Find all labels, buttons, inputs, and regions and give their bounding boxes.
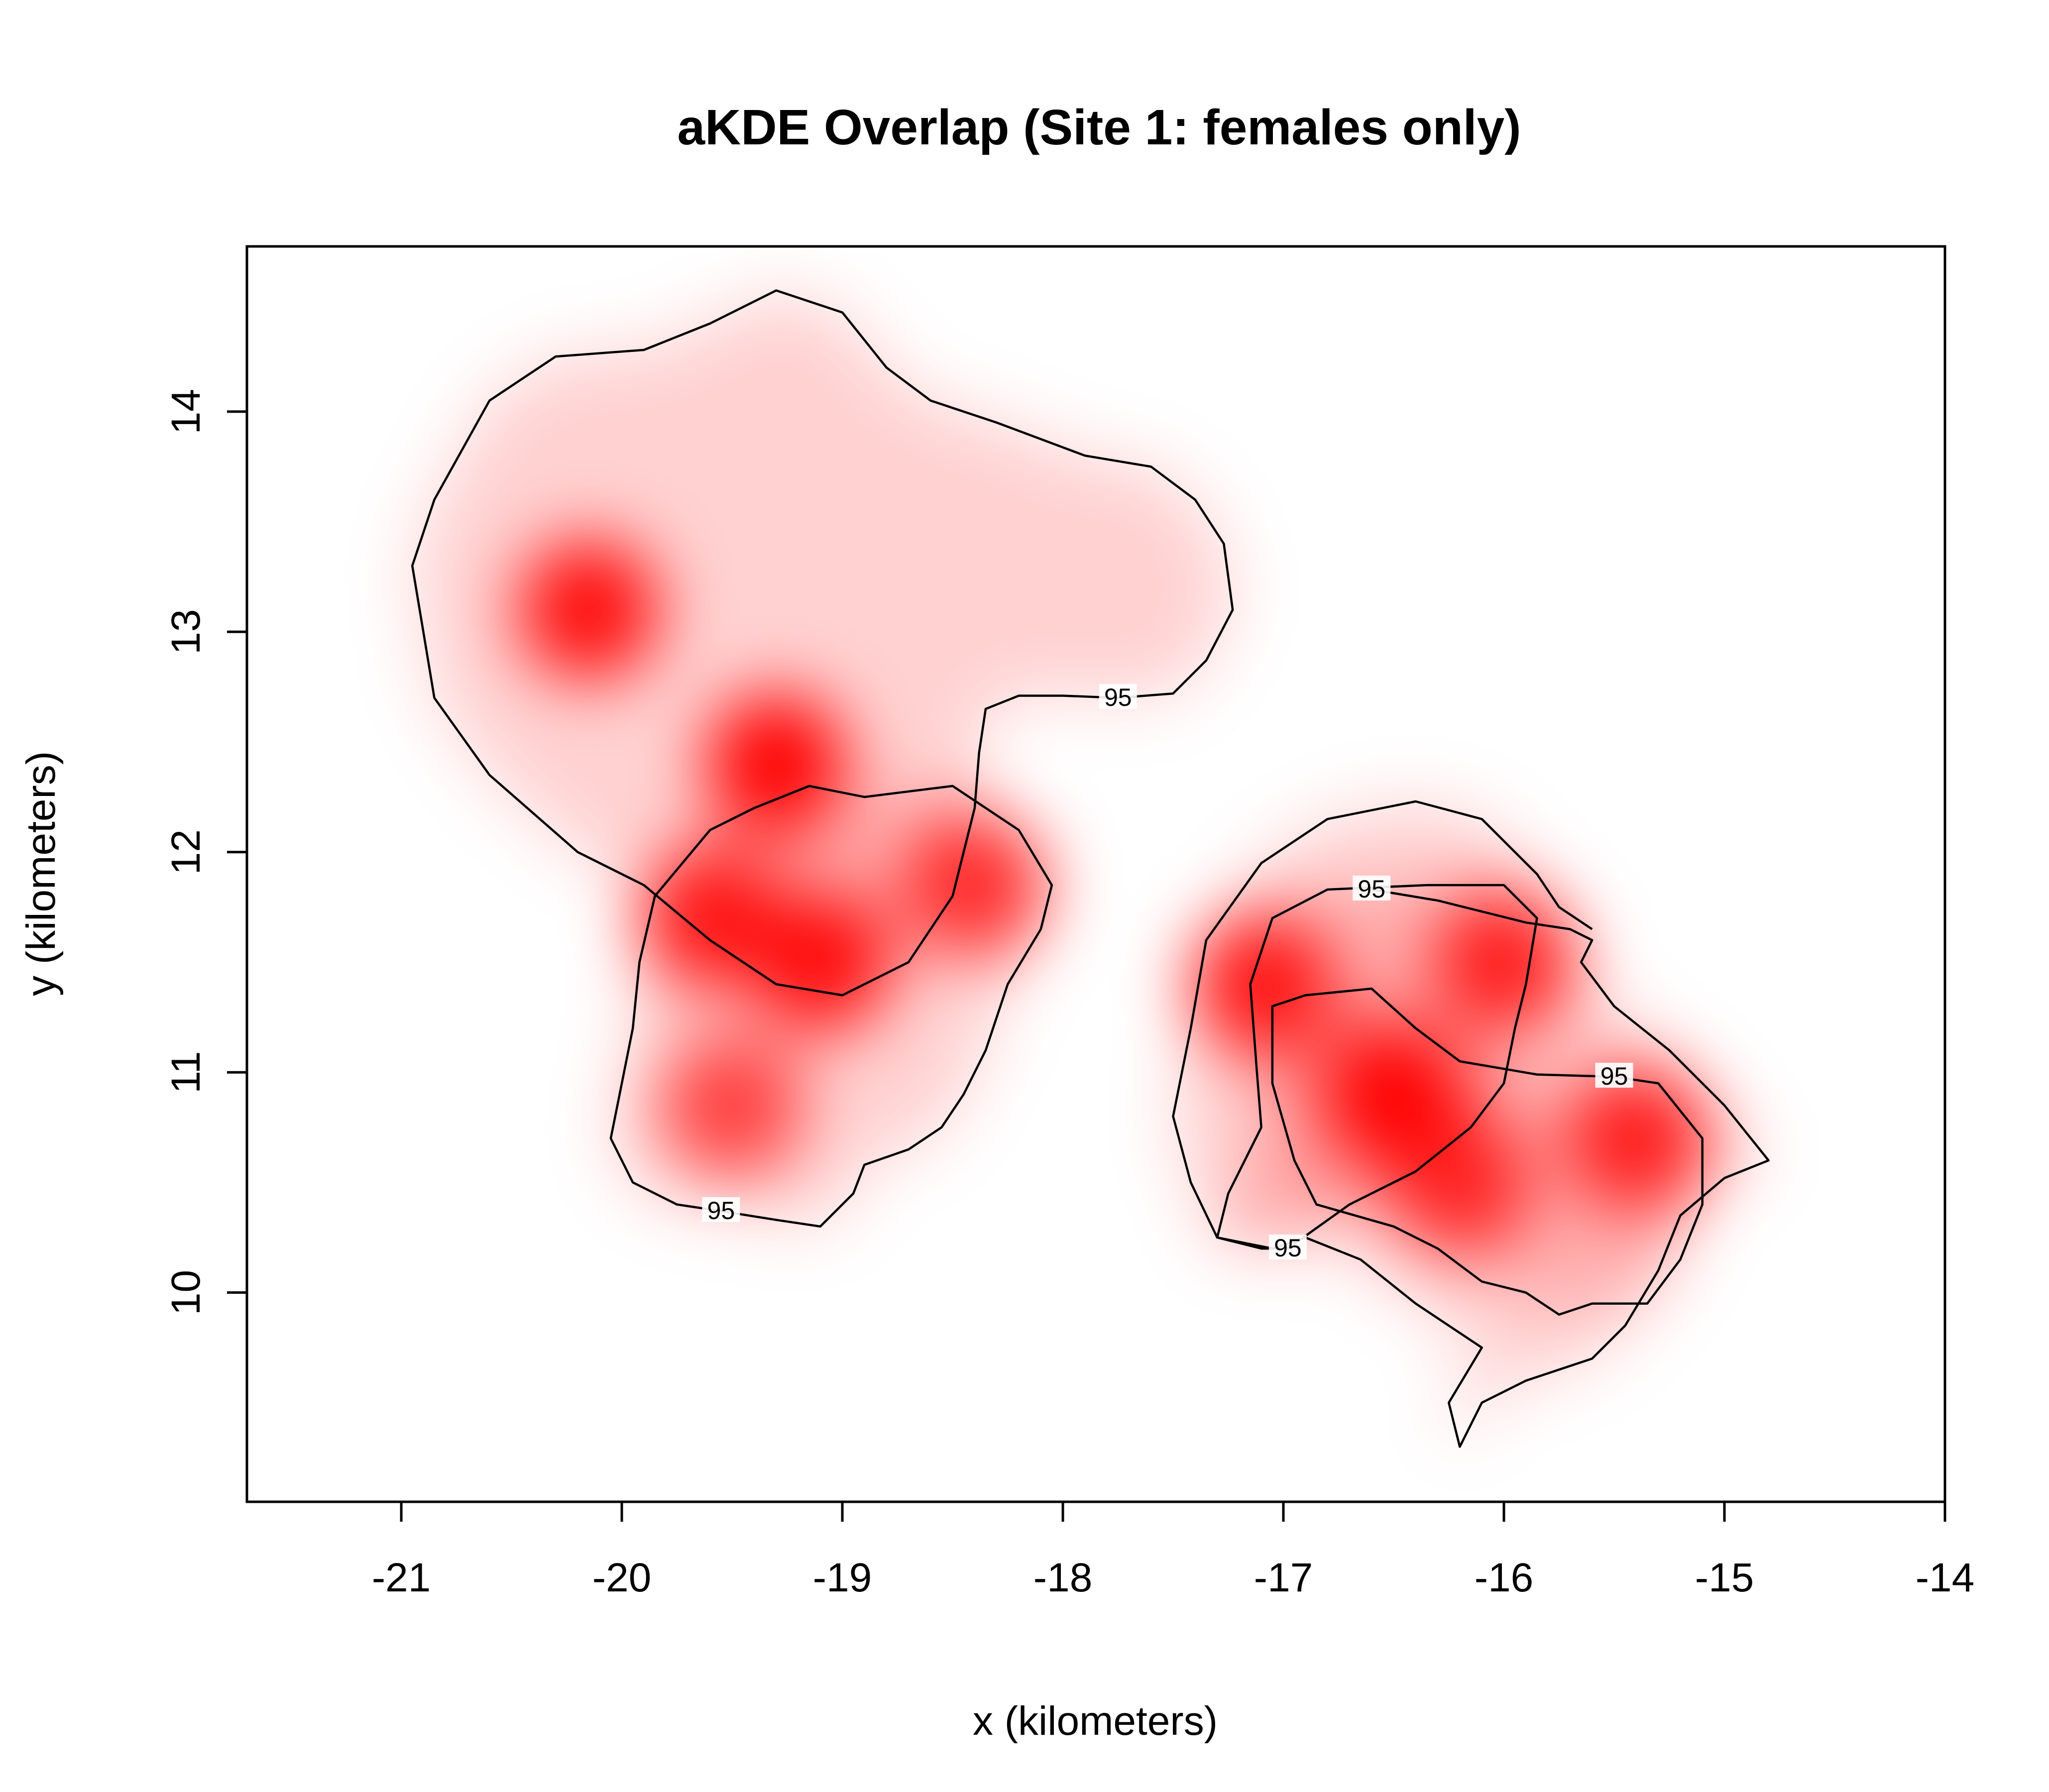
contour-label-bg-4: [1595, 1063, 1633, 1088]
contour-label-2: 95: [707, 1197, 735, 1225]
contour-labels: 95 95 95 95 95: [702, 683, 1633, 1262]
density-peak-5: [904, 814, 1045, 956]
density-peak-4: [750, 892, 891, 1033]
density-peak-2: [705, 693, 847, 835]
x-tick-label: -17: [1254, 1555, 1313, 1600]
contour-label-4: 95: [1600, 1062, 1628, 1090]
x-tick-label: -20: [592, 1555, 652, 1600]
contour-line-1: [411, 289, 1234, 997]
contour-label-5: 95: [1274, 1234, 1302, 1262]
y-tick-label: 14: [163, 389, 209, 434]
y-tick-label: 12: [163, 829, 209, 875]
density-region-1: [412, 290, 1233, 996]
plot-area: 95 95 95 95 95: [411, 289, 1770, 1448]
y-tick-label: 11: [163, 1051, 209, 1094]
contour-lines: [411, 289, 1770, 1448]
density-peak-11: [1389, 1112, 1531, 1253]
x-tick-label: -19: [813, 1555, 872, 1600]
x-tick-label: -15: [1695, 1555, 1754, 1600]
x-tick-label: -18: [1033, 1555, 1093, 1600]
density-peak-6: [661, 1034, 803, 1176]
contour-line-4: [1271, 987, 1704, 1316]
density-peak-10: [1566, 1068, 1707, 1209]
contour-line-3: [1172, 800, 1770, 1448]
contour-label-bg-5: [1268, 1234, 1307, 1260]
x-axis: -21 -20 -19 -18 -17 -16 -15 -14: [372, 1500, 1975, 1600]
y-tick-label: 13: [163, 609, 209, 655]
x-tick-label: -16: [1475, 1555, 1534, 1600]
contour-label-3: 95: [1358, 875, 1385, 903]
contour-label-bg-1: [1099, 684, 1137, 709]
contour-line-5: [1216, 884, 1538, 1250]
x-tick-label: -14: [1916, 1555, 1975, 1600]
density-peak-9: [1433, 892, 1575, 1033]
contour-label-1: 95: [1104, 683, 1132, 711]
density-peak-1: [518, 539, 660, 680]
chart-title: aKDE Overlap (Site 1: females only): [677, 100, 1521, 155]
density-peak-3: [639, 847, 781, 989]
y-axis: 10 11 12 13 14: [163, 389, 248, 1315]
x-tick-label: -21: [372, 1555, 431, 1600]
density-surface: [412, 290, 1769, 1447]
contour-label-bg-2: [702, 1197, 740, 1222]
density-peak-7: [1190, 913, 1332, 1055]
contour-line-2: [609, 784, 1053, 1228]
y-axis-label: y (kilometers): [18, 751, 64, 996]
y-tick-label: 10: [163, 1270, 209, 1315]
contour-label-bg-3: [1353, 875, 1391, 900]
x-axis-label: x (kilometers): [973, 1698, 1218, 1744]
